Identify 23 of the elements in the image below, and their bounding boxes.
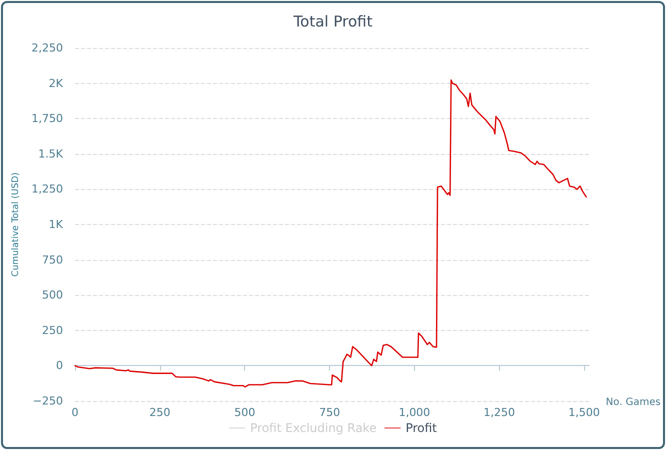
y-tick-label: 1,250 <box>32 182 63 196</box>
y-tick-label: 1,750 <box>32 112 63 126</box>
y-tick-label: −250 <box>32 394 63 408</box>
legend-label: Profit <box>406 421 438 435</box>
x-tick-label: 500 <box>234 406 256 419</box>
line-series <box>74 79 587 388</box>
x-tick-label: 250 <box>149 406 170 419</box>
y-tick-label: 2K <box>48 76 64 90</box>
y-axis-title: Cumulative Total (USD) <box>11 172 22 277</box>
x-tick-label: 0 <box>72 406 78 419</box>
y-tick-label: 250 <box>42 324 63 337</box>
x-tick-label: 750 <box>319 406 340 419</box>
x-tick-label: 1,500 <box>568 406 600 419</box>
y-tick-label: 0 <box>56 359 63 372</box>
y-tick-label: 1.5K <box>38 147 64 160</box>
chart-title: Total Profit <box>292 12 373 30</box>
x-tick-label: 1,250 <box>484 406 516 419</box>
x-tick-label: 1,000 <box>398 406 430 419</box>
y-tick-label: 2,250 <box>32 42 63 54</box>
y-tick-label: 750 <box>42 253 63 266</box>
x-axis-title: No. Games <box>606 397 661 408</box>
y-tick-label: 1K <box>48 218 64 231</box>
y-tick-label: 500 <box>42 288 63 302</box>
